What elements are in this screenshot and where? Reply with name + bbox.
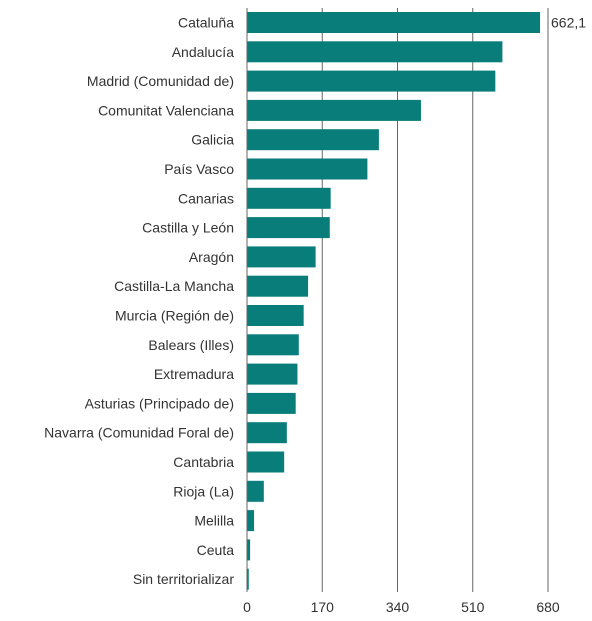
bar-14 <box>247 392 296 414</box>
bar-3 <box>247 70 496 92</box>
bar-12 <box>247 334 299 356</box>
category-label-6: País Vasco <box>164 161 234 177</box>
category-label-9: Aragón <box>189 249 234 265</box>
category-label-1: Cataluña <box>178 15 234 31</box>
category-label-10: Castilla-La Mancha <box>114 278 234 294</box>
x-tick-label-340: 340 <box>386 599 410 615</box>
bar-13 <box>247 363 298 385</box>
bar-15 <box>247 422 287 444</box>
category-label-18: Melilla <box>194 513 234 529</box>
category-label-15: Navarra (Comunidad Foral de) <box>44 425 234 441</box>
gridlines <box>321 8 549 592</box>
bar-8 <box>247 217 330 239</box>
bar-2 <box>247 41 503 63</box>
bar-19 <box>247 539 251 561</box>
category-label-12: Balears (Illes) <box>148 337 234 353</box>
bar-6 <box>247 158 368 180</box>
bar-11 <box>247 305 304 326</box>
category-label-13: Extremadura <box>154 366 234 382</box>
x-tick-label-0: 0 <box>243 599 251 615</box>
bar-16 <box>247 451 285 473</box>
bar-20 <box>247 568 249 590</box>
category-label-17: Rioja (La) <box>173 483 234 499</box>
x-tick-label-170: 170 <box>311 599 335 615</box>
category-label-14: Asturias (Principado de) <box>85 395 234 411</box>
category-label-2: Andalucía <box>172 44 234 60</box>
category-label-20: Sin territorializar <box>133 571 234 587</box>
category-label-16: Cantabria <box>173 454 234 470</box>
bar-17 <box>247 480 264 502</box>
axes: 0 170 340 510 680 <box>243 8 560 615</box>
data-label-1: 662,1 <box>551 15 586 31</box>
labels: Cataluña Andalucía Madrid (Comunidad de) Co… <box>44 15 586 588</box>
bar-18 <box>247 510 255 532</box>
bar-5 <box>247 129 379 151</box>
bar-10 <box>247 275 309 297</box>
bar-4 <box>247 99 421 121</box>
category-label-4: Comunitat Valenciana <box>98 102 234 118</box>
bar-1 <box>247 12 541 33</box>
x-tick-label-680: 680 <box>536 599 560 615</box>
category-label-8: Castilla y León <box>142 220 234 236</box>
category-label-7: Canarias <box>178 190 234 206</box>
bar-7 <box>247 187 331 209</box>
x-tick-label-510: 510 <box>461 599 485 615</box>
category-label-19: Ceuta <box>197 542 235 558</box>
bars <box>247 12 541 590</box>
category-label-5: Galicia <box>191 132 234 148</box>
category-label-11: Murcia (Región de) <box>115 308 234 324</box>
category-label-3: Madrid (Comunidad de) <box>87 73 234 89</box>
bar-9 <box>247 246 316 268</box>
